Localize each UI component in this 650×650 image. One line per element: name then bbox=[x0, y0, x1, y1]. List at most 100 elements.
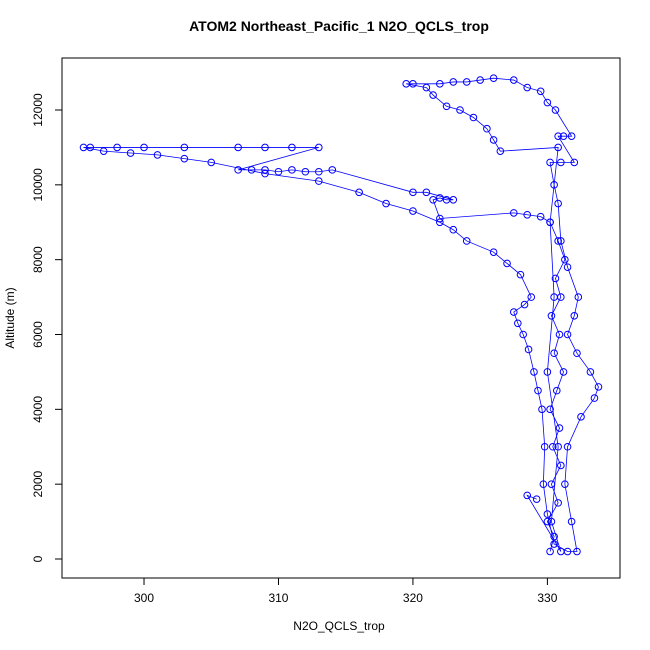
point bbox=[554, 237, 562, 245]
point bbox=[315, 167, 323, 176]
point bbox=[489, 136, 498, 144]
y-tick-label: 6000 bbox=[31, 321, 45, 348]
point bbox=[207, 158, 216, 167]
point bbox=[153, 151, 162, 159]
point bbox=[234, 143, 242, 152]
point bbox=[554, 199, 562, 208]
y-tick-label: 10000 bbox=[31, 168, 45, 202]
point bbox=[261, 169, 269, 178]
point bbox=[550, 540, 558, 548]
point bbox=[559, 132, 568, 140]
point bbox=[547, 480, 556, 488]
series-line bbox=[83, 77, 599, 552]
point bbox=[462, 237, 471, 245]
point bbox=[509, 76, 518, 84]
point bbox=[543, 98, 552, 107]
point bbox=[180, 154, 189, 163]
point bbox=[550, 181, 558, 189]
x-tick-label: 300 bbox=[134, 591, 154, 605]
point bbox=[538, 405, 546, 414]
point bbox=[126, 149, 135, 157]
point bbox=[315, 143, 323, 152]
point bbox=[551, 106, 560, 114]
point bbox=[456, 106, 464, 114]
point bbox=[567, 132, 576, 140]
point bbox=[409, 207, 417, 215]
point bbox=[574, 293, 583, 301]
point bbox=[573, 547, 581, 556]
point bbox=[429, 91, 437, 99]
point bbox=[315, 177, 323, 185]
point bbox=[301, 167, 310, 176]
point bbox=[355, 188, 363, 197]
point bbox=[548, 442, 557, 451]
point bbox=[577, 413, 585, 421]
point bbox=[436, 194, 444, 202]
point bbox=[140, 143, 148, 152]
plot-frame bbox=[61, 57, 621, 579]
point bbox=[559, 368, 568, 376]
x-axis-label: N2O_QCLS_trop bbox=[293, 619, 385, 633]
point bbox=[547, 311, 556, 320]
point bbox=[436, 80, 444, 88]
point bbox=[527, 293, 536, 301]
point bbox=[523, 210, 532, 219]
point bbox=[523, 491, 532, 500]
point bbox=[422, 188, 431, 197]
point bbox=[563, 330, 572, 339]
point bbox=[247, 166, 256, 174]
point bbox=[554, 499, 562, 507]
point bbox=[524, 345, 533, 354]
point bbox=[489, 74, 498, 83]
point bbox=[543, 517, 552, 526]
point bbox=[509, 308, 518, 316]
point bbox=[546, 405, 554, 414]
point bbox=[554, 442, 562, 451]
point bbox=[534, 386, 542, 395]
x-tick-label: 310 bbox=[268, 591, 288, 605]
point bbox=[288, 166, 296, 174]
point bbox=[99, 147, 108, 155]
point bbox=[516, 270, 525, 279]
point bbox=[436, 214, 444, 223]
point bbox=[561, 480, 569, 488]
point bbox=[532, 495, 541, 503]
point bbox=[546, 218, 554, 227]
point bbox=[557, 461, 565, 470]
point bbox=[503, 259, 511, 268]
point bbox=[536, 212, 545, 221]
point bbox=[563, 442, 572, 451]
y-tick-label: 4000 bbox=[31, 396, 45, 423]
point bbox=[382, 199, 390, 208]
point bbox=[536, 87, 545, 96]
point bbox=[520, 300, 529, 309]
point bbox=[429, 196, 437, 204]
point bbox=[442, 102, 451, 111]
point bbox=[514, 319, 522, 328]
point bbox=[594, 383, 603, 391]
chart-title: ATOM2 Northeast_Pacific_1 N2O_QCLS_trop bbox=[189, 18, 489, 34]
point bbox=[567, 517, 576, 526]
point bbox=[469, 113, 478, 122]
point bbox=[546, 547, 554, 556]
point bbox=[180, 143, 189, 152]
point bbox=[79, 143, 88, 152]
point bbox=[436, 218, 444, 227]
point bbox=[540, 442, 549, 451]
point bbox=[557, 547, 565, 556]
point bbox=[561, 255, 569, 264]
point bbox=[547, 517, 556, 526]
point bbox=[546, 158, 554, 167]
point bbox=[554, 132, 562, 140]
point bbox=[402, 80, 411, 88]
point bbox=[476, 76, 484, 84]
point bbox=[483, 124, 491, 133]
x-tick-label: 320 bbox=[403, 591, 423, 605]
point bbox=[519, 330, 527, 339]
point bbox=[489, 248, 498, 256]
point bbox=[590, 394, 599, 402]
point bbox=[530, 368, 538, 376]
y-axis-label: Altitude (m) bbox=[3, 287, 17, 348]
point bbox=[409, 188, 417, 197]
point bbox=[509, 209, 518, 217]
